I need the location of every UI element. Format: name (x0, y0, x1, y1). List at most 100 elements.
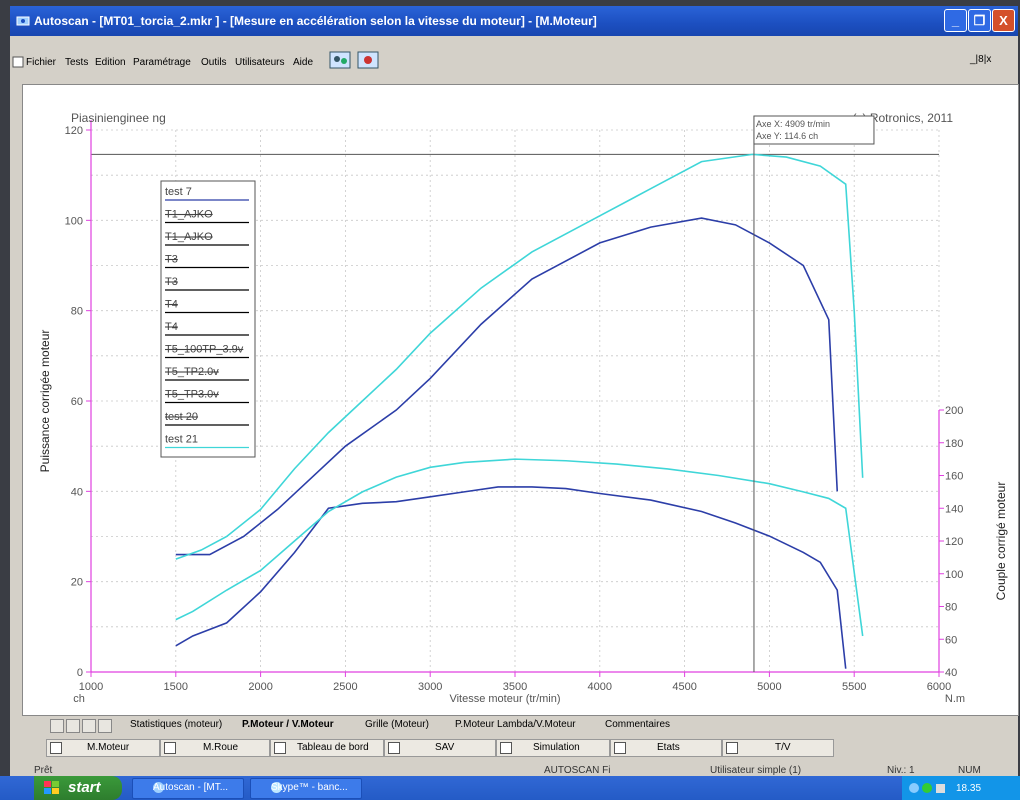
legend-item-label: test 21 (165, 434, 198, 446)
tab-lambda[interactable]: P.Moteur Lambda/V.Moteur (455, 719, 576, 730)
next-tab-arrow-icon[interactable] (82, 719, 96, 733)
x-tick-label: 3500 (503, 681, 527, 693)
menu-outils[interactable]: Outils (201, 57, 227, 68)
users-icon[interactable] (328, 48, 352, 72)
torque-series-test-7 (175, 486, 847, 669)
sheet-tabs: Statistiques (moteur) P.Moteur / V.Moteu… (50, 717, 950, 735)
x-tick-label: 5500 (842, 681, 866, 693)
taskbar-skype[interactable]: Skype™ - banc... (250, 778, 362, 799)
taskbar-autoscan[interactable]: Autoscan - [MT... (132, 778, 244, 799)
menu-utilisateurs[interactable]: Utilisateurs (235, 57, 285, 68)
minimize-button[interactable]: _ (944, 9, 967, 32)
document-icon (12, 56, 24, 68)
x-tick-label: 3000 (418, 681, 442, 693)
legend-item-label: T1_AJKO (165, 231, 213, 243)
status-user: Utilisateur simple (1) (710, 765, 802, 776)
mdi-controls[interactable]: _|8|x (970, 54, 992, 65)
skype-icon (271, 782, 282, 793)
menu-fichier[interactable]: Fichier (26, 57, 57, 68)
legend-item-label: T4 (165, 299, 178, 311)
y-tick-label: 80 (71, 306, 83, 318)
status-app: AUTOSCAN Fi (544, 765, 611, 776)
status-num: NUM (958, 765, 981, 776)
chart-header-right: (c) Rotronics, 2011 (853, 111, 954, 125)
app-icon (16, 16, 30, 26)
cursor-x-readout: Axe X: 4909 tr/min (756, 119, 830, 129)
tab-navigation[interactable] (50, 719, 120, 733)
y2-tick-label: 200 (945, 405, 963, 417)
cursor-readout-box (753, 115, 875, 145)
tab-p-moteur-v-moteur[interactable]: P.Moteur / V.Moteur (242, 719, 334, 730)
left-unit-label: ch (73, 693, 85, 705)
legend-box (160, 180, 256, 458)
window-icon (50, 742, 62, 754)
last-tab-arrow-icon[interactable] (98, 719, 112, 733)
y2-tick-label: 60 (945, 634, 957, 646)
sav-button[interactable]: SAV (384, 739, 496, 757)
x-tick-label: 6000 (927, 681, 951, 693)
torque-series-test-21 (175, 458, 864, 637)
legend-item-label: test 7 (165, 186, 192, 198)
y2-tick-label: 100 (945, 569, 963, 581)
title-bar[interactable]: Autoscan - [MT01_torcia_2.mkr ] - [Mesur… (10, 6, 1018, 36)
chart-header-left: Piasinienginee ng (71, 111, 166, 125)
menu-parametrage[interactable]: Paramétrage (133, 57, 191, 68)
menu-edition[interactable]: Edition (95, 57, 126, 68)
tab-commentaires[interactable]: Commentaires (605, 719, 671, 730)
y2-tick-label: 140 (945, 503, 963, 515)
autoscan-icon (153, 782, 164, 793)
start-button[interactable]: start (34, 776, 122, 800)
first-tab-arrow-icon[interactable] (50, 719, 64, 733)
window-icon (500, 742, 512, 754)
app-window: Autoscan - [MT01_torcia_2.mkr ] - [Mesur… (10, 6, 1019, 776)
tab-grille[interactable]: Grille (Moteur) (365, 719, 429, 730)
power-series-test-7 (175, 217, 839, 556)
x-tick-label: 2000 (248, 681, 272, 693)
simulation-button[interactable]: Simulation (496, 739, 610, 757)
legend-item-label: test 20 (165, 411, 198, 423)
y2-tick-label: 160 (945, 471, 963, 483)
y-tick-label: 0 (77, 667, 83, 679)
right-axis-label: Couple corrigé moteur (994, 482, 1008, 601)
tableau-de-bord-button[interactable]: Tableau de bord (270, 739, 384, 757)
right-unit-label: N.m (945, 693, 965, 705)
legend-item-label: T4 (165, 321, 178, 333)
y2-tick-label: 180 (945, 438, 963, 450)
menu-tests[interactable]: Tests (65, 57, 89, 68)
start-label: start (68, 779, 101, 796)
cursor-y-readout: Axe Y: 114.6 ch (756, 131, 818, 141)
menu-bar: Fichier Tests Edition Paramétrage Outils… (10, 48, 1018, 72)
y-tick-label: 20 (71, 577, 83, 589)
y-tick-label: 40 (71, 486, 83, 498)
m-roue-button[interactable]: M.Roue (160, 739, 270, 757)
x-tick-label: 5000 (757, 681, 781, 693)
legend-item-label: T5_TP2.0v (165, 366, 219, 378)
y-tick-label: 100 (65, 215, 83, 227)
legend-item-label: T3 (165, 254, 178, 266)
close-button[interactable]: X (992, 9, 1015, 32)
window-icon (388, 742, 400, 754)
window-icon (164, 742, 176, 754)
clock: 18.35 (956, 783, 982, 794)
window-icon (274, 742, 286, 754)
restore-button[interactable]: ❐ (968, 9, 991, 32)
t-v-button[interactable]: T/V (722, 739, 834, 757)
power-torque-chart[interactable]: 0 20 40 60 80 100 120 40 60 80 100 120 140 160 180 200 1… (23, 85, 1018, 715)
window-icon (726, 742, 738, 754)
legend-item-label: T5_100TP_3.9v (165, 344, 244, 356)
legend-item-label: T1_AJKO (165, 209, 213, 221)
tab-statistiques[interactable]: Statistiques (moteur) (130, 719, 223, 730)
status-level: Niv.: 1 (887, 765, 915, 776)
prev-tab-arrow-icon[interactable] (66, 719, 80, 733)
m-moteur-button[interactable]: M.Moteur (46, 739, 160, 757)
x-axis-label: Vitesse moteur (tr/min) (449, 693, 560, 705)
etats-button[interactable]: Etats (610, 739, 722, 757)
system-tray: 18.35 (902, 776, 1020, 800)
y2-tick-label: 120 (945, 536, 963, 548)
tray-icons[interactable] (908, 782, 948, 794)
menu-aide[interactable]: Aide (293, 57, 314, 68)
y2-tick-label: 40 (945, 667, 957, 679)
help-icon[interactable] (356, 48, 380, 72)
window-title: Autoscan - [MT01_torcia_2.mkr ] - [Mesur… (34, 14, 597, 28)
x-tick-label: 2500 (333, 681, 357, 693)
